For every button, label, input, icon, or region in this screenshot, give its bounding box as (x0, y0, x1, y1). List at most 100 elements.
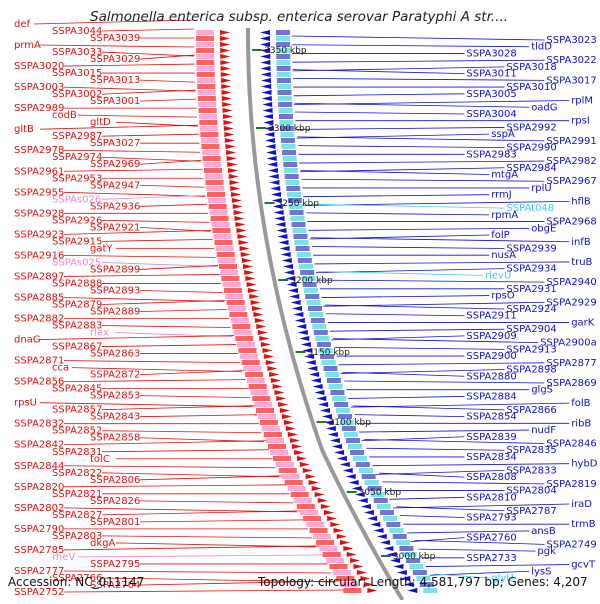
forward-gene-arrow (289, 438, 300, 443)
forward-gene-arrow (220, 36, 231, 41)
feature-block (218, 264, 237, 269)
gene-label: SSPA3003 (14, 82, 64, 93)
gene-label: SSPA3039 (90, 33, 140, 44)
label-leader (101, 28, 195, 32)
feature-block (288, 204, 303, 209)
forward-gene-arrow (294, 450, 305, 455)
feature-block (328, 384, 343, 389)
gene-label: SSPA2826 (90, 496, 140, 507)
label-leader (63, 63, 195, 67)
forward-gene-arrow (220, 30, 230, 35)
feature-block (326, 558, 345, 563)
gene-label: SSPA2921 (90, 222, 140, 233)
gene-label: SSPA2885 (14, 292, 64, 303)
label-leader (63, 570, 332, 574)
forward-gene-arrow (285, 426, 296, 431)
forward-gene-arrow (260, 342, 271, 347)
feature-block (343, 588, 362, 593)
feature-block (200, 138, 219, 143)
gene-label: rheV (52, 552, 75, 563)
reverse-gene-arrow (403, 582, 414, 587)
gene-label: SSPA2936 (90, 201, 140, 212)
gene-label: ansB (531, 526, 556, 537)
feature-block (199, 126, 218, 131)
label-leader (324, 304, 505, 310)
reverse-gene-arrow (329, 438, 340, 443)
feature-block (419, 582, 434, 587)
feature-block (316, 342, 331, 347)
feature-block (312, 324, 327, 329)
label-leader (101, 219, 210, 223)
label-leader (292, 44, 530, 48)
reverse-gene-arrow (260, 54, 271, 59)
label-leader (139, 54, 195, 60)
gene-label: SSPA3033 (52, 47, 102, 58)
reverse-gene-arrow (260, 66, 271, 71)
label-leader (299, 160, 545, 164)
forward-gene-arrow (287, 432, 298, 437)
gene-label: SSPA2845 (52, 384, 102, 395)
gene-label: SSPA2990 (506, 143, 556, 154)
feature-block (287, 486, 306, 491)
gene-label: SSPA2934 (506, 264, 556, 275)
feature-block (207, 192, 226, 197)
reverse-gene-arrow (316, 396, 327, 401)
forward-gene-arrow (244, 270, 255, 275)
feature-block (319, 546, 338, 551)
feature-block (276, 48, 291, 53)
feature-block (303, 516, 322, 521)
gene-label: codB (52, 110, 77, 121)
forward-gene-arrow (240, 252, 251, 257)
label-leader (33, 19, 195, 25)
forward-gene-arrow (278, 402, 289, 407)
feature-block (337, 414, 352, 419)
gene-label: gltD (90, 117, 111, 128)
feature-block (281, 144, 296, 149)
feature-block (248, 384, 267, 389)
feature-block (196, 54, 215, 59)
forward-gene-arrow (227, 168, 238, 173)
feature-block (276, 60, 291, 65)
gene-label: SSPA2858 (90, 433, 140, 444)
feature-block (197, 96, 216, 101)
forward-gene-arrow (302, 468, 313, 473)
feature-block (389, 528, 404, 533)
gene-label: ribB (571, 418, 591, 429)
label-leader (139, 370, 244, 376)
reverse-gene-arrow (262, 102, 273, 107)
feature-block (364, 480, 379, 485)
feature-block (302, 282, 317, 287)
forward-gene-arrow (222, 108, 233, 113)
right-label-leaders (292, 35, 570, 579)
label-leader (139, 159, 202, 165)
gene-label: rpsI (571, 116, 590, 127)
feature-block (276, 78, 291, 83)
forward-gene-arrow (270, 378, 281, 383)
label-leader (293, 77, 545, 81)
feature-block (254, 402, 273, 407)
label-leader (63, 379, 246, 383)
feature-block (318, 348, 333, 353)
feature-block (267, 444, 286, 449)
reverse-gene-arrow (265, 144, 276, 149)
feature-block (217, 258, 236, 263)
feature-block (283, 162, 298, 167)
feature-block (376, 504, 391, 509)
feature-block (329, 564, 348, 569)
gene-label: SSPA2819 (546, 479, 596, 490)
reverse-gene-arrow (284, 270, 295, 275)
reverse-gene-arrow (380, 540, 391, 545)
forward-gene-arrow (220, 66, 231, 71)
gene-label: SSPA2802 (14, 503, 64, 514)
gene-label: hflB (571, 196, 591, 207)
forward-gene-arrow (233, 210, 244, 215)
label-leader (101, 535, 312, 539)
gene-label: SSPA2764 (90, 580, 140, 591)
gene-label: SSPA2987 (52, 131, 102, 142)
forward-gene-arrow (247, 288, 258, 293)
gene-label: SSPA2883 (52, 321, 102, 332)
feature-block (345, 438, 360, 443)
feature-block (245, 372, 264, 377)
feature-block (336, 408, 351, 413)
